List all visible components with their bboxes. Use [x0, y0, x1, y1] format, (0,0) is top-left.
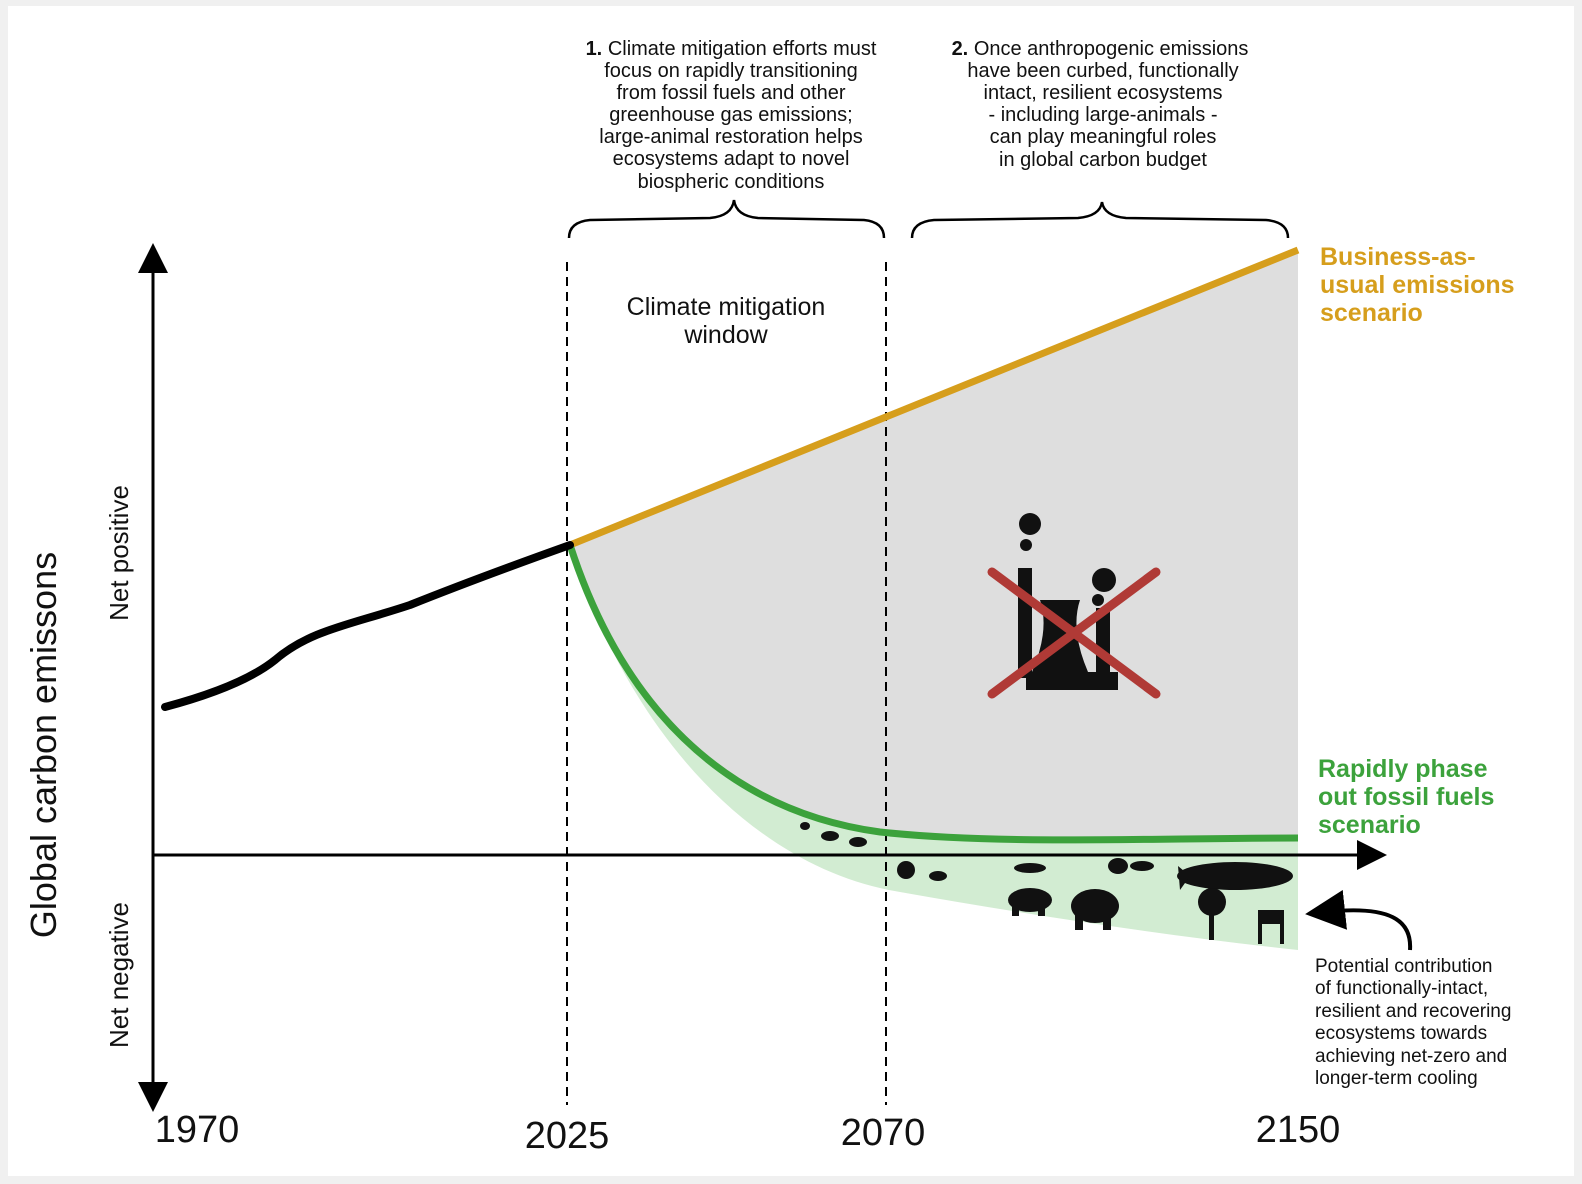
cross	[987, 567, 1161, 699]
note-line: resilient and recovering	[1315, 1001, 1511, 1022]
annotation-line: 1. Climate mitigation efforts must	[586, 38, 877, 60]
phase-out-line	[566, 543, 1299, 844]
annotation-line: can play meaningful roles	[990, 126, 1217, 148]
note-line: ecosystems towards	[1315, 1023, 1487, 1044]
historical-line	[161, 541, 574, 711]
annotation-line: have been curbed, functionally	[967, 60, 1238, 82]
annotation-line: ecosystems adapt to novel	[613, 148, 850, 170]
brace	[910, 201, 1290, 239]
scenario-label: Rapidly phase	[1318, 755, 1488, 783]
scenario-label: usual emissions	[1320, 271, 1515, 299]
annotation-line: greenhouse gas emissions;	[609, 104, 852, 126]
annotation-line: from fossil fuels and other	[617, 82, 846, 104]
business-as-usual-line	[568, 246, 1300, 549]
net-positive-label: Net positive	[104, 485, 134, 621]
note-line: Potential contribution	[1315, 956, 1492, 977]
annotation-line: large-animal restoration helps	[599, 126, 862, 148]
annotation-number: 1.	[586, 38, 603, 60]
year-label: 2025	[525, 1115, 610, 1157]
scenario-label: scenario	[1318, 811, 1421, 839]
scenario-label: out fossil fuels	[1318, 783, 1494, 811]
annotation-line: in global carbon budget	[999, 149, 1207, 171]
annotation-line: focus on rapidly transitioning	[604, 60, 857, 82]
note-line: achieving net-zero and	[1315, 1046, 1507, 1067]
window-label: window	[683, 321, 768, 349]
note-line: longer-term cooling	[1315, 1068, 1478, 1089]
annotation-text: Once anthropogenic emissions	[974, 38, 1249, 60]
annotation-line: intact, resilient ecosystems	[984, 82, 1223, 104]
window-label: Climate mitigation	[627, 293, 826, 321]
annotation-text: Climate mitigation efforts must	[608, 38, 877, 60]
annotation-line: - including large-animals -	[989, 104, 1218, 126]
annotation-line: 2. Once anthropogenic emissions	[952, 38, 1249, 60]
scenario-label: Business-as-	[1320, 243, 1476, 271]
note-line: of functionally-intact,	[1315, 978, 1488, 999]
pointer-arrow	[1305, 889, 1413, 951]
annotation-number: 2.	[952, 38, 969, 60]
year-label: 1970	[155, 1109, 240, 1151]
ecosystem-area	[570, 545, 1298, 950]
annotation-line: biospheric conditions	[638, 171, 825, 193]
year-label: 2070	[841, 1112, 926, 1154]
net-negative-label: Net negative	[104, 902, 134, 1048]
animal-icons	[800, 822, 1293, 944]
brace	[567, 199, 886, 239]
scenario-label: scenario	[1320, 299, 1423, 327]
emissions-gap	[570, 250, 1298, 840]
year-label: 2150	[1256, 1109, 1341, 1151]
axis-label: Global carbon emissons	[23, 552, 64, 938]
